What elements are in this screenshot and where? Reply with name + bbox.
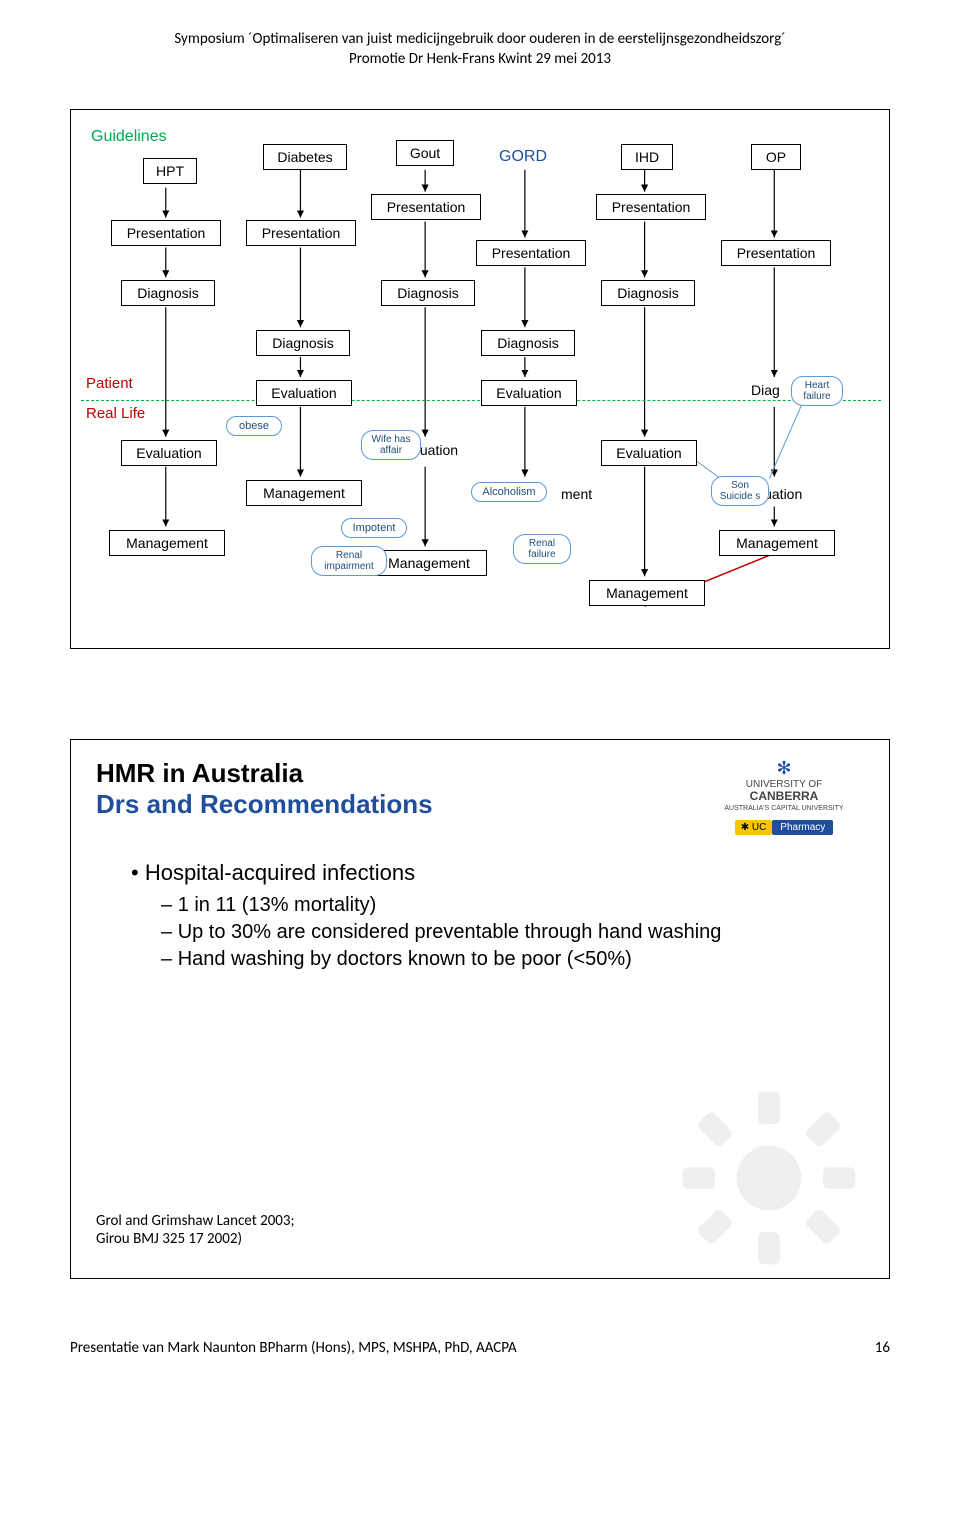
title-line1: HMR in Australia xyxy=(96,758,433,789)
guidelines-label: Guidelines xyxy=(91,128,167,146)
tag-renal-imp: Renal impairment xyxy=(311,546,387,576)
sub-bullet-2: – Up to 30% are considered preventable t… xyxy=(161,921,849,944)
box-eval-diab: Evaluation xyxy=(256,380,352,406)
box-diabetes: Diabetes xyxy=(263,144,347,170)
label-diag-op: Diag xyxy=(751,382,780,398)
page-footer: Presentatie van Mark Naunton BPharm (Hon… xyxy=(70,1339,890,1357)
footer-page: 16 xyxy=(875,1339,890,1357)
tag-son: Son Suicide s xyxy=(711,476,769,506)
box-ihd: IHD xyxy=(621,144,673,170)
box-mgmt-hpt: Management xyxy=(109,530,225,556)
box-pres-ihd: Presentation xyxy=(596,194,706,220)
sub-bullet-3: – Hand washing by doctors known to be po… xyxy=(161,948,849,971)
box-diag-gord: Diagnosis xyxy=(481,330,575,356)
box-mgmt-ihd: Management xyxy=(589,580,705,606)
box-eval-gord: Evaluation xyxy=(481,380,577,406)
slide2-title: HMR in Australia Drs and Recommendations xyxy=(96,758,433,820)
box-pres-op: Presentation xyxy=(721,240,831,266)
title-line2: Drs and Recommendations xyxy=(96,789,433,820)
bullet-head: • Hospital-acquired infections xyxy=(131,860,849,886)
box-pres-hpt: Presentation xyxy=(111,220,221,246)
logo-uc: ✱ UC xyxy=(735,820,773,835)
tag-impotent: Impotent xyxy=(341,518,407,538)
logo-tagline: AUSTRALIA'S CAPITAL UNIVERSITY xyxy=(704,805,864,813)
tag-obese: obese xyxy=(226,416,282,436)
header-line2: Promotie Dr Henk-Frans Kwint 29 mei 2013 xyxy=(70,50,890,70)
slide2-body: • Hospital-acquired infections – 1 in 11… xyxy=(131,860,849,975)
sub3-text: Hand washing by doctors known to be poor… xyxy=(178,948,632,970)
logo-pharmacy: Pharmacy xyxy=(772,820,833,835)
box-diag-hpt: Diagnosis xyxy=(121,280,215,306)
tag-renal-fail: Renal failure xyxy=(513,534,571,564)
box-diag-ihd: Diagnosis xyxy=(601,280,695,306)
sub-bullet-1: – 1 in 11 (13% mortality) xyxy=(161,894,849,917)
box-op: OP xyxy=(751,144,801,170)
tag-heart: Heart failure xyxy=(791,376,843,406)
sub2-text: Up to 30% are considered preventable thr… xyxy=(178,921,722,943)
footer-left: Presentatie van Mark Naunton BPharm (Hon… xyxy=(70,1339,517,1357)
uc-logo: ✻ UNIVERSITY OF CANBERRA AUSTRALIA'S CAP… xyxy=(704,758,864,833)
bullet-head-text: Hospital-acquired infections xyxy=(145,860,415,885)
box-gout: Gout xyxy=(396,140,454,166)
slide-hmr-australia: HMR in Australia Drs and Recommendations… xyxy=(70,739,890,1279)
slide2-citation: Grol and Grimshaw Lancet 2003; Girou BMJ… xyxy=(96,1212,295,1248)
page-header: Symposium ´Optimaliseren van juist medic… xyxy=(70,30,890,69)
box-mgmt-gout: Management xyxy=(371,550,487,576)
box-mgmt-diab: Management xyxy=(246,480,362,506)
header-line1: Symposium ´Optimaliseren van juist medic… xyxy=(70,30,890,50)
logo-pharmacy-tag: ✱ UCPharmacy xyxy=(735,817,834,833)
watermark-gear-icon xyxy=(659,1088,879,1268)
box-diag-diab: Diagnosis xyxy=(256,330,350,356)
tag-wife: Wife has affair xyxy=(361,430,421,460)
label-gord: GORD xyxy=(499,148,547,166)
box-diag-gout: Diagnosis xyxy=(381,280,475,306)
box-mgmt-op: Management xyxy=(719,530,835,556)
box-hpt: HPT xyxy=(143,158,197,184)
real-life-label: Real Life xyxy=(86,405,145,422)
sub1-text: 1 in 11 (13% mortality) xyxy=(178,894,377,916)
box-pres-gord: Presentation xyxy=(476,240,586,266)
cite-line2: Girou BMJ 325 17 2002) xyxy=(96,1230,295,1248)
logo-star-icon: ✻ xyxy=(704,758,864,779)
slide-flowchart: Guidelines Patient Real Life HPT Diabete… xyxy=(70,109,890,649)
cite-line1: Grol and Grimshaw Lancet 2003; xyxy=(96,1212,295,1230)
box-eval-hpt: Evaluation xyxy=(121,440,217,466)
label-mgmt-gord-frag: ment xyxy=(561,486,592,502)
tag-alcoholism: Alcoholism xyxy=(471,482,547,502)
box-pres-gout: Presentation xyxy=(371,194,481,220)
box-eval-ihd: Evaluation xyxy=(601,440,697,466)
logo-canberra: CANBERRA xyxy=(704,790,864,803)
patient-label: Patient xyxy=(86,375,133,392)
box-pres-diab: Presentation xyxy=(246,220,356,246)
